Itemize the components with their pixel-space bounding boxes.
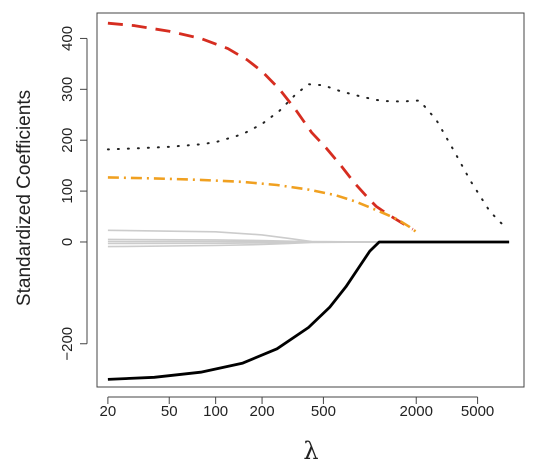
x-tick-label: 100: [203, 403, 228, 420]
series-line-1: [107, 21, 414, 231]
x-tick-label: 500: [311, 403, 336, 420]
axes-layer: 20 50 100 200 500 2000 5000 −200 0 100 200 300 400: [59, 26, 494, 420]
plot-frame: [96, 12, 525, 388]
x-tick-label: 50: [161, 403, 178, 420]
y-tick-label: 400: [59, 26, 76, 51]
x-tick-label: 20: [100, 403, 117, 420]
series-line-2: [106, 83, 506, 228]
x-tick-label: 2000: [400, 403, 433, 420]
y-tick-label: 200: [59, 128, 76, 153]
series-line-3: [107, 176, 421, 236]
y-axis-title: Standardized Coefficients: [14, 90, 35, 306]
series-line-4: [107, 240, 510, 381]
x-tick-label: 5000: [461, 403, 494, 420]
series-layer: [106, 21, 510, 381]
x-axis-title: λ: [303, 437, 318, 465]
y-tick-label: 100: [59, 179, 76, 204]
y-tick-label: 300: [59, 77, 76, 102]
y-tick-label: −200: [59, 327, 76, 361]
x-tick-label: 200: [250, 403, 275, 420]
y-tick-label: 0: [59, 238, 76, 246]
